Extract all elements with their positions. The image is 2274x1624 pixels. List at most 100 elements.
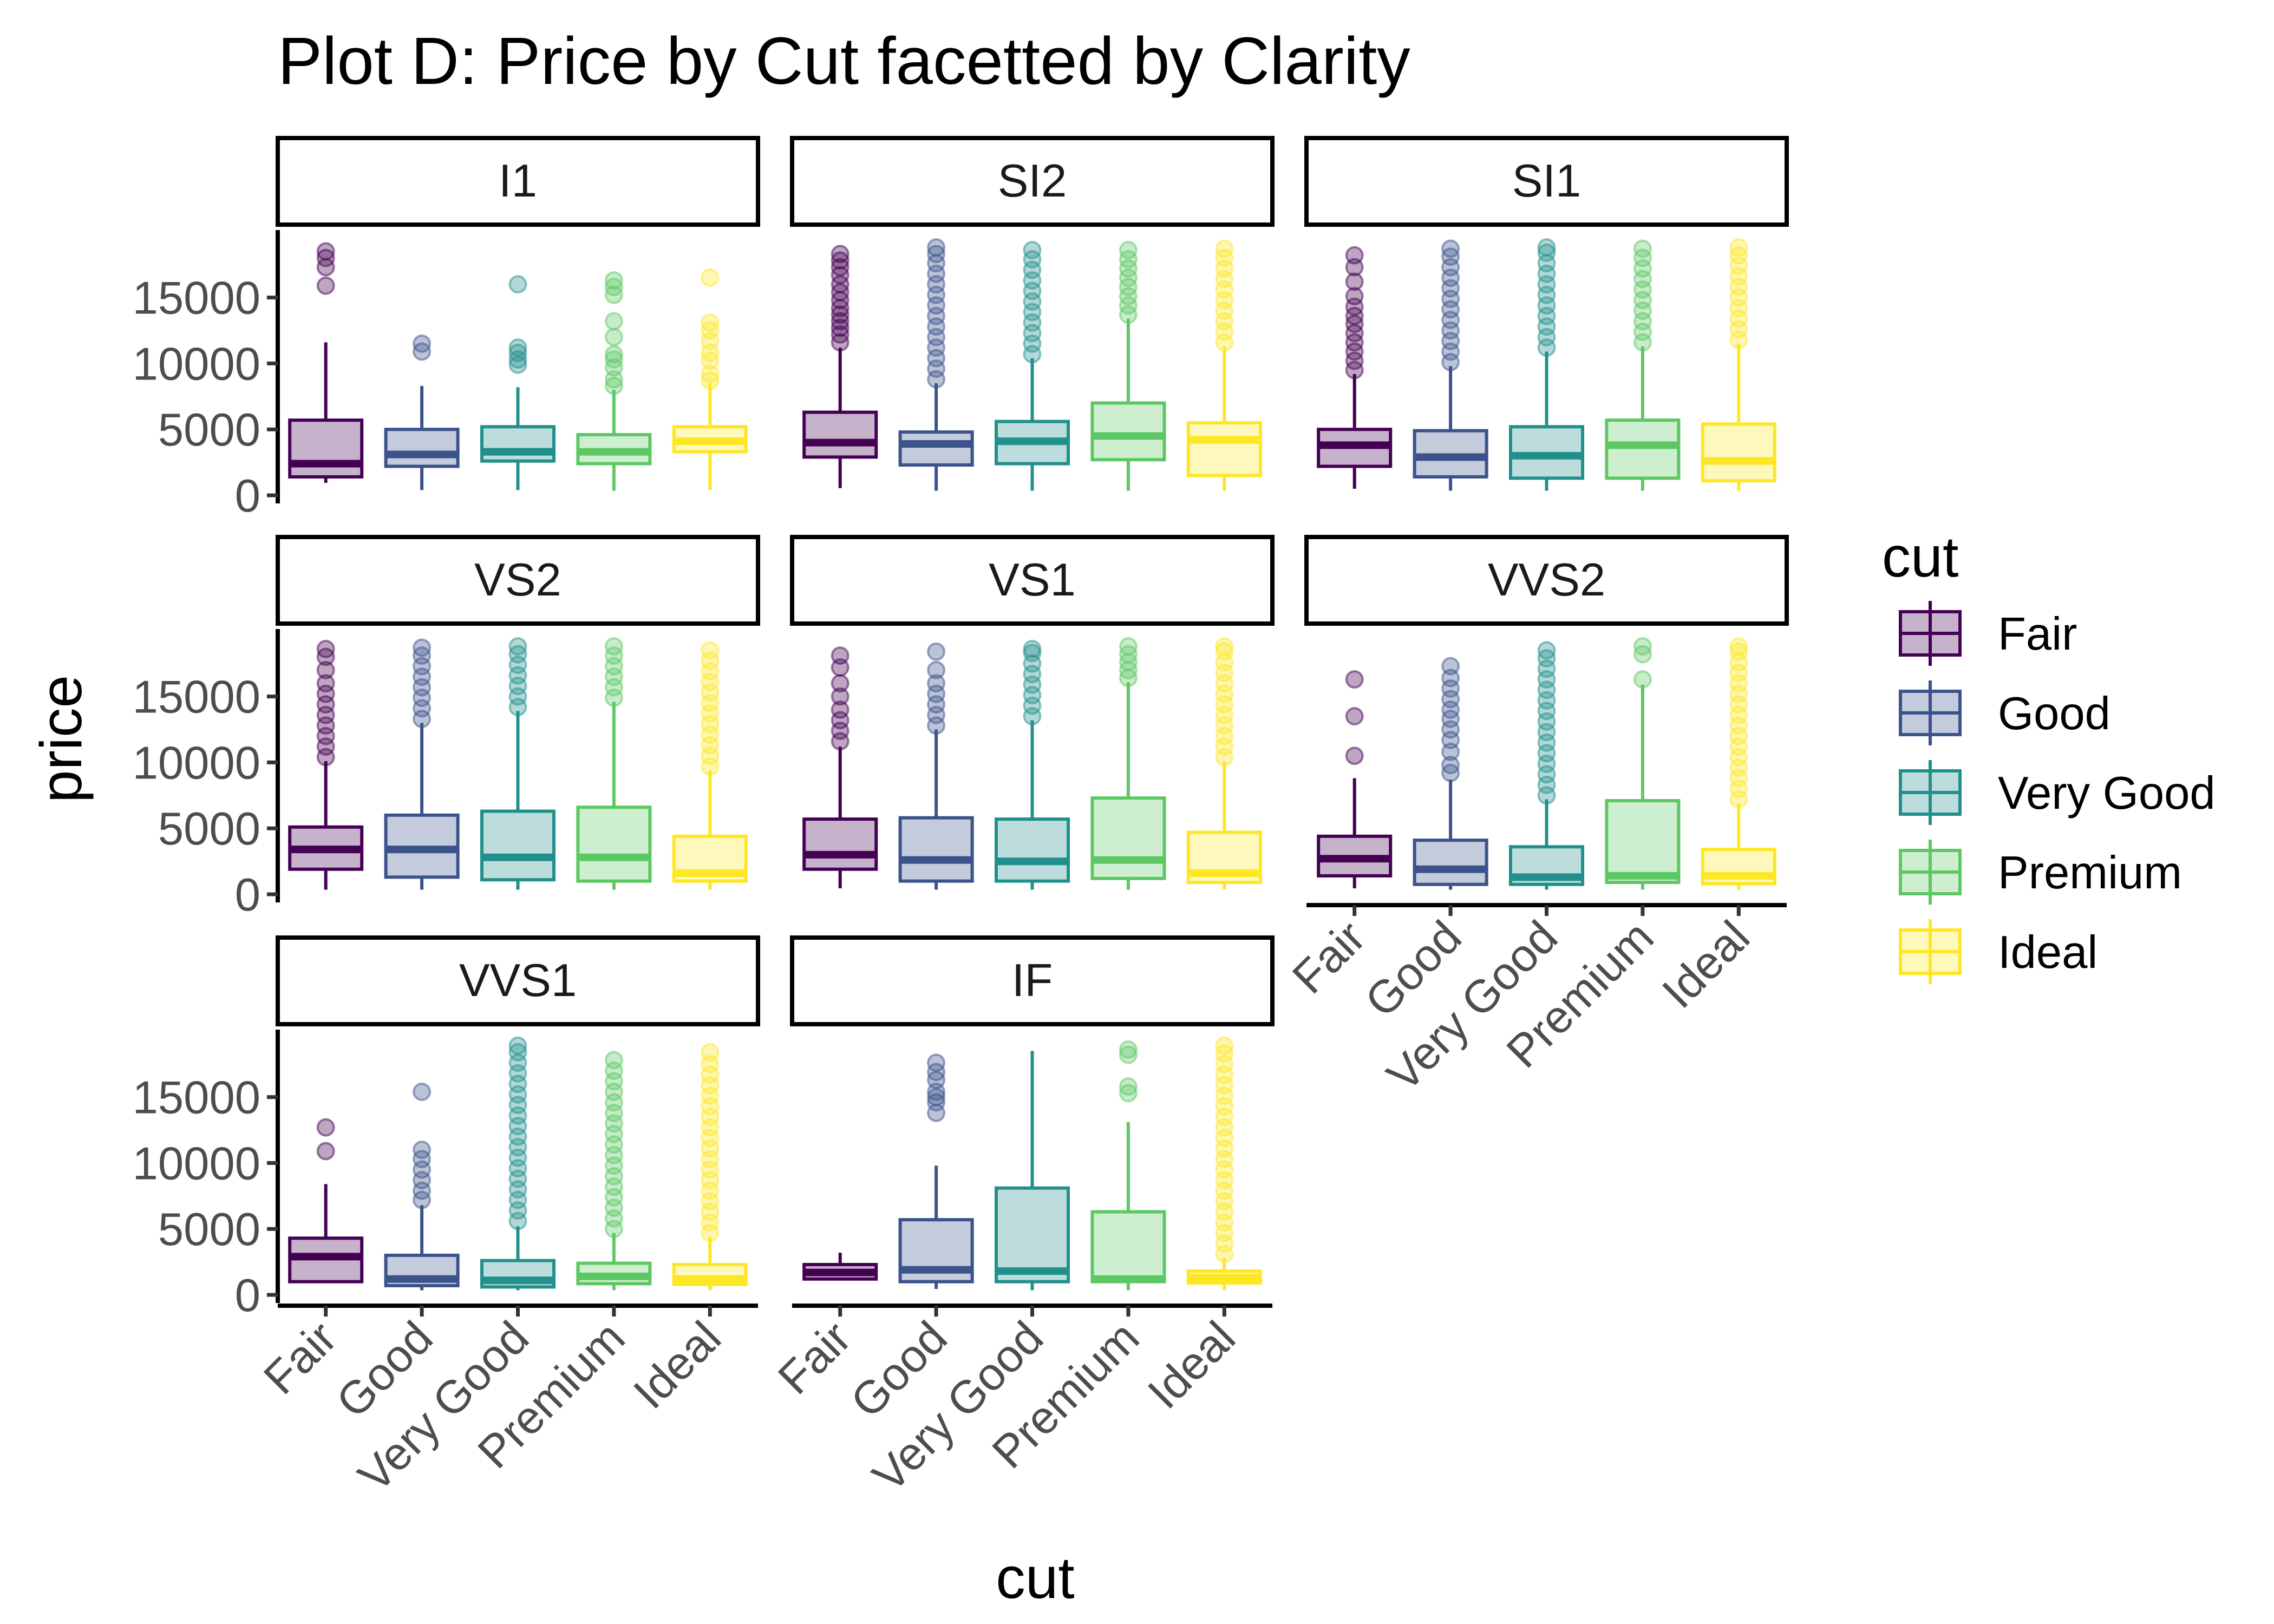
box-if-fair	[802, 1253, 878, 1281]
box-body	[1090, 401, 1166, 462]
outlier-point	[413, 1190, 432, 1209]
box-si2-premium	[1090, 240, 1166, 491]
outlier-point	[508, 275, 527, 294]
box-if-very-good	[994, 1051, 1070, 1291]
outlier-point	[604, 271, 623, 290]
y-tick-label-vs2: 15000	[133, 672, 260, 723]
facet-strip-label-if: IF	[1012, 955, 1053, 1006]
outlier-point	[316, 674, 335, 693]
box-body	[576, 806, 652, 883]
box-si1-ideal	[1701, 238, 1776, 491]
facet-si2: SI2	[790, 136, 1275, 491]
box-body	[898, 816, 974, 883]
facet-strip-label-vs2: VS2	[474, 554, 561, 606]
outlier-point	[1119, 259, 1138, 278]
box-vs2-very-good	[480, 637, 556, 890]
outlier-point	[1441, 756, 1460, 775]
y-tick-label-vvs1: 15000	[133, 1072, 260, 1124]
box-vvs1-very-good	[480, 1036, 556, 1291]
box-body	[288, 418, 364, 479]
box-vvs2-very-good	[1508, 641, 1585, 890]
box-body	[1605, 799, 1681, 885]
box-i1-fair	[288, 242, 364, 483]
box-si1-premium	[1605, 239, 1681, 491]
outlier-point	[1119, 1077, 1138, 1096]
outlier-point	[927, 1053, 946, 1072]
outlier-point	[927, 660, 946, 679]
outlier-point	[1119, 637, 1138, 656]
facet-strip-label-vvs1: VVS1	[459, 955, 577, 1006]
outlier-point	[927, 238, 946, 257]
y-tick-label-vvs1: 10000	[133, 1138, 260, 1189]
outlier-point	[701, 364, 720, 383]
box-vs2-premium	[576, 637, 652, 890]
facet-si1: SI1	[1304, 136, 1789, 491]
facet-strip-label-i1: I1	[499, 155, 537, 207]
outlier-point	[701, 371, 720, 390]
outlier-point	[1441, 239, 1460, 258]
outlier-point	[1537, 641, 1556, 660]
y-tick-label-vvs1: 5000	[158, 1204, 260, 1255]
legend-item-good: Good	[1899, 680, 2110, 745]
outlier-point	[604, 637, 623, 656]
outlier-point	[413, 1150, 432, 1169]
outlier-point	[316, 1142, 335, 1161]
outlier-point	[701, 313, 720, 332]
facet-strip-i1	[276, 136, 760, 227]
outlier-point	[1537, 238, 1556, 257]
facet-strip-label-vs1: VS1	[989, 554, 1076, 606]
outlier-point	[1633, 239, 1652, 258]
outlier-point	[1729, 637, 1748, 656]
outlier-point	[604, 376, 623, 395]
outlier-point	[1119, 1045, 1138, 1064]
outlier-point	[831, 700, 850, 719]
outlier-point	[1345, 342, 1364, 361]
outlier-point	[1119, 1084, 1138, 1103]
outlier-point	[316, 248, 335, 267]
facet-strip-label-si2: SI2	[998, 155, 1067, 207]
y-tick-label-i1: 15000	[133, 273, 260, 324]
facet-vs2: VS2 0 5000 10000 15000	[133, 535, 760, 921]
outlier-point	[1119, 278, 1138, 297]
outlier-point	[604, 350, 623, 369]
outlier-point	[1345, 272, 1364, 291]
box-body	[1605, 418, 1681, 480]
outlier-point	[1119, 269, 1138, 287]
outlier-point	[413, 1082, 432, 1101]
outlier-point	[701, 1043, 720, 1062]
box-vvs1-good	[384, 1082, 460, 1291]
box-vs1-fair	[802, 646, 878, 889]
outlier-point	[604, 312, 623, 331]
outlier-point	[1023, 250, 1042, 269]
box-body	[1090, 1210, 1166, 1284]
outlier-point	[831, 245, 850, 264]
outlier-point	[831, 258, 850, 277]
legend-label: Very Good	[1998, 768, 2216, 819]
facet-strip-vs2	[276, 535, 760, 626]
outlier-point	[508, 1036, 527, 1055]
outlier-point	[1345, 707, 1364, 726]
box-body	[994, 1186, 1070, 1284]
outlier-point	[1215, 1036, 1234, 1055]
outlier-point	[1119, 1040, 1138, 1059]
box-si1-fair	[1317, 246, 1393, 489]
legend-item-fair: Fair	[1899, 601, 2077, 666]
outlier-point	[1441, 657, 1460, 676]
legend-label: Good	[1998, 688, 2110, 739]
outlier-point	[831, 251, 850, 270]
facet-i1: I1 0 5000 10000 15000	[133, 136, 760, 522]
outlier-point	[1345, 246, 1364, 265]
outlier-point	[831, 305, 850, 324]
outlier-point	[1215, 642, 1234, 661]
facet-strip-label-si1: SI1	[1512, 155, 1582, 207]
box-vs1-premium	[1090, 637, 1166, 890]
legend-label: Ideal	[1998, 927, 2097, 978]
outlier-point	[701, 641, 720, 660]
box-body	[994, 817, 1070, 883]
y-tick-label-vs2: 0	[235, 869, 260, 921]
outlier-point	[927, 245, 946, 264]
outlier-point	[508, 343, 527, 362]
outlier-point	[413, 638, 432, 657]
